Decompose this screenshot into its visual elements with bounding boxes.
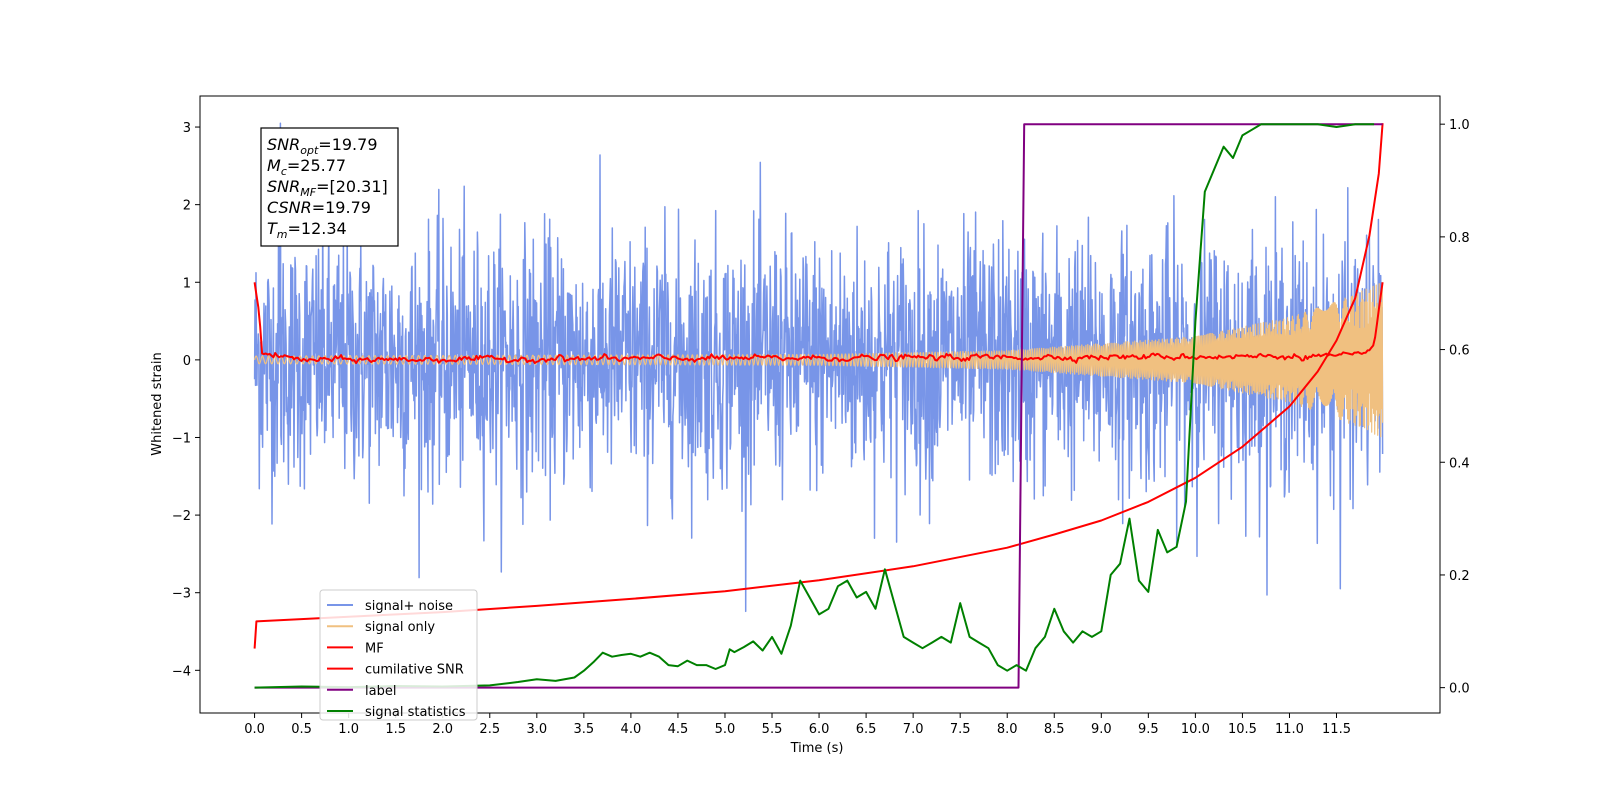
- x-tick-label: 1.0: [338, 722, 359, 737]
- x-tick-label: 4.5: [668, 722, 689, 737]
- annotation-frame: [260, 127, 399, 247]
- annotation-line: Tm=12.34: [267, 219, 347, 241]
- x-tick-label: 8.5: [1044, 722, 1065, 737]
- x-tick-label: 6.0: [809, 722, 830, 737]
- legend-item: MF: [365, 641, 384, 656]
- legend-item: signal statistics: [365, 705, 466, 720]
- series-line-4: [254, 123, 1383, 689]
- annotation-box: SNRopt=19.79Mc=25.77SNRMF=[20.31]CSNR=19…: [260, 127, 399, 247]
- x-tick-label: 3.0: [526, 722, 547, 737]
- series-layer: [253, 122, 1384, 689]
- x-tick-label: 9.5: [1138, 722, 1159, 737]
- series-line-5: [254, 123, 1375, 689]
- y-right-tick-label: 1.0: [1449, 118, 1470, 133]
- x-tick-label: 10.5: [1228, 722, 1257, 737]
- y-right-tick-label: 0.4: [1449, 456, 1470, 471]
- annotation-line: SNRopt=19.79: [267, 135, 378, 157]
- annotation-line: Mc=25.77: [267, 156, 346, 178]
- y-axis-label: Whitened strain: [150, 352, 165, 455]
- x-tick-label: 8.0: [997, 722, 1018, 737]
- x-tick-label: 5.5: [762, 722, 783, 737]
- legend-item: cumilative SNR: [365, 663, 464, 678]
- legend-item: signal+ noise: [365, 599, 453, 614]
- plot-frame: [199, 95, 1441, 714]
- annotation-line: CSNR=19.79: [267, 198, 371, 217]
- y-right-tick-label: 0.6: [1449, 344, 1470, 359]
- x-tick-label: 0.5: [291, 722, 312, 737]
- y-axis-left: 3 2 1 0 −1 −2 −3 −4: [172, 121, 200, 679]
- x-tick-label: 1.5: [385, 722, 406, 737]
- series-line-0: [253, 122, 1384, 613]
- x-tick-label: 11.0: [1275, 722, 1304, 737]
- series-line-3: [253, 123, 1384, 649]
- y-tick-label: −3: [172, 587, 191, 602]
- x-tick-label: 7.0: [903, 722, 924, 737]
- y-right-tick-label: 0.2: [1449, 569, 1470, 584]
- x-tick-label: 3.5: [574, 722, 595, 737]
- legend: signal+ noise signal only MF cumilative SNR…: [319, 589, 478, 721]
- y-right-tick-label: 0.0: [1449, 682, 1470, 697]
- x-tick-label: 11.5: [1322, 722, 1351, 737]
- y-tick-label: −1: [172, 431, 191, 446]
- legend-frame: [319, 589, 478, 721]
- y-tick-label: 2: [183, 199, 191, 214]
- series-line-2: [253, 282, 1384, 365]
- x-tick-label: 6.5: [856, 722, 877, 737]
- y-tick-label: 1: [183, 276, 191, 291]
- y-tick-label: 0: [183, 354, 191, 369]
- x-tick-label: 0.0: [244, 722, 265, 737]
- x-tick-label: 10.0: [1181, 722, 1210, 737]
- y-right-tick-label: 0.8: [1449, 231, 1470, 246]
- y-tick-label: 3: [183, 121, 191, 136]
- x-axis-label: Time (s): [790, 741, 844, 756]
- x-tick-label: 9.0: [1091, 722, 1112, 737]
- y-axis-right: 1.0 0.8 0.6 0.4 0.2 0.0: [1440, 118, 1470, 697]
- annotation-line: SNRMF=[20.31]: [267, 177, 388, 199]
- series-line-1: [254, 282, 1384, 438]
- legend-item: signal only: [365, 620, 435, 635]
- y-tick-label: −2: [172, 509, 191, 524]
- x-axis: 0.0 0.5 1.0 1.5 2.0 2.5 3.0 3.5 4.0 4.5 5.0 5.5 6.0 6…: [244, 713, 1351, 737]
- x-tick-label: 4.0: [621, 722, 642, 737]
- legend-item: label: [365, 684, 396, 699]
- y-tick-label: −4: [172, 664, 191, 679]
- x-tick-label: 5.0: [715, 722, 736, 737]
- x-tick-label: 2.0: [432, 722, 453, 737]
- x-tick-label: 7.5: [950, 722, 971, 737]
- x-tick-label: 2.5: [479, 722, 500, 737]
